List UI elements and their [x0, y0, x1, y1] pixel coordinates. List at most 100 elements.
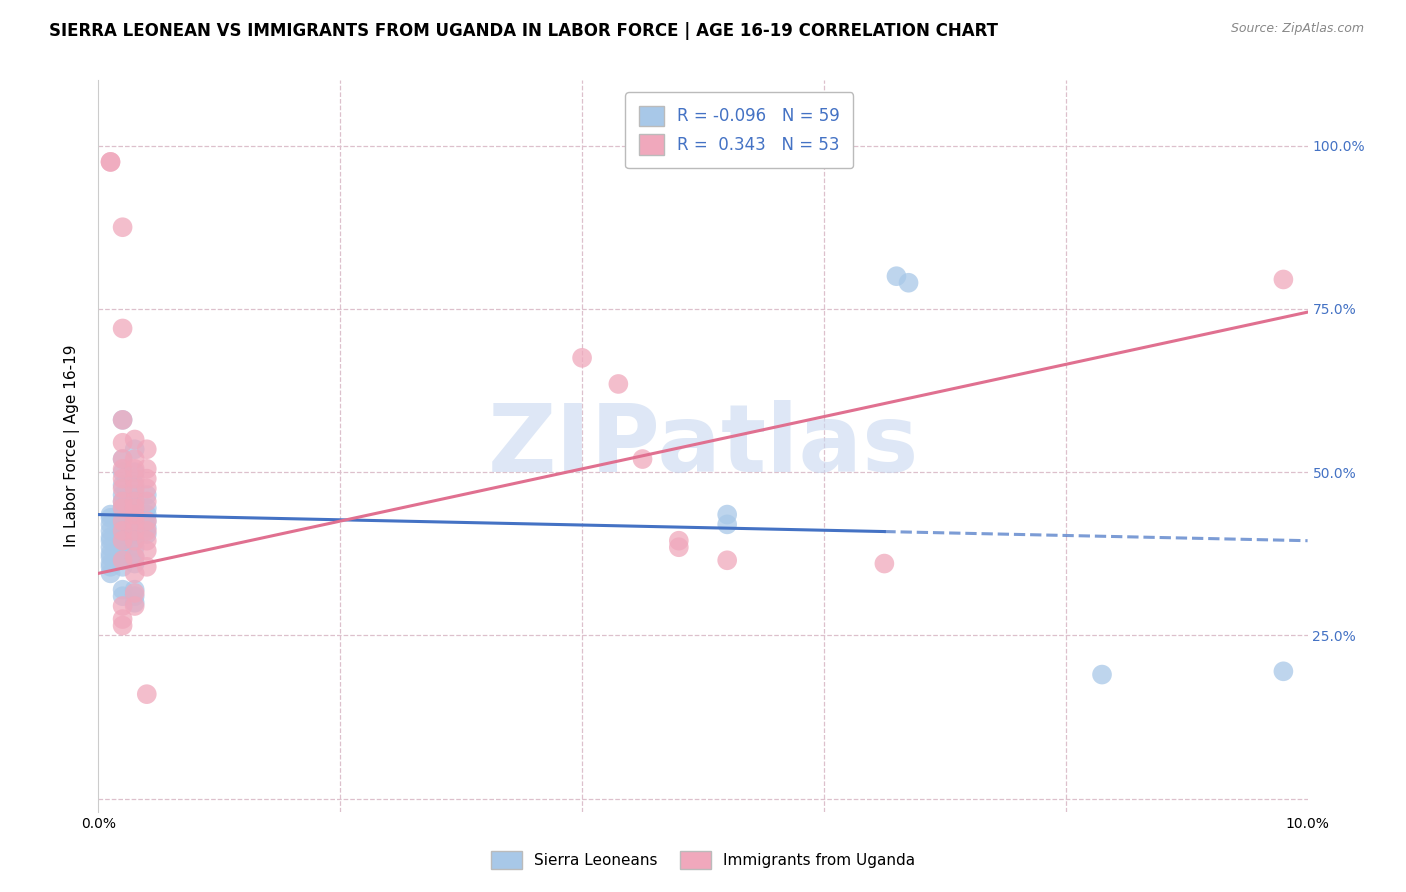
Text: ZIPatlas: ZIPatlas	[488, 400, 918, 492]
Point	[100, 524, 122, 538]
Legend: R = -0.096   N = 59, R =  0.343   N = 53: R = -0.096 N = 59, R = 0.343 N = 53	[626, 92, 853, 168]
Point	[111, 612, 134, 626]
Point	[124, 465, 146, 479]
Point	[111, 514, 134, 528]
Point	[111, 452, 134, 467]
Point	[124, 599, 146, 613]
Point	[100, 533, 122, 548]
Point	[124, 478, 146, 492]
Point	[124, 527, 146, 541]
Point	[135, 559, 157, 574]
Point	[124, 540, 146, 554]
Point	[111, 435, 134, 450]
Point	[111, 501, 134, 516]
Point	[124, 494, 146, 508]
Point	[100, 559, 122, 574]
Point	[897, 276, 920, 290]
Point	[135, 521, 157, 535]
Point	[111, 482, 134, 496]
Point	[111, 321, 134, 335]
Point	[100, 155, 122, 169]
Point	[111, 547, 134, 561]
Point	[124, 549, 146, 564]
Point	[111, 478, 134, 492]
Point	[716, 517, 738, 532]
Point	[111, 533, 134, 548]
Point	[1091, 667, 1114, 681]
Point	[111, 220, 134, 235]
Point	[111, 472, 134, 486]
Point	[886, 269, 908, 284]
Point	[135, 527, 157, 541]
Point	[124, 433, 146, 447]
Point	[135, 501, 157, 516]
Point	[124, 452, 146, 467]
Point	[124, 596, 146, 610]
Point	[111, 524, 134, 538]
Point	[135, 442, 157, 457]
Point	[124, 501, 146, 516]
Point	[124, 508, 146, 522]
Point	[111, 462, 134, 476]
Point	[873, 557, 896, 571]
Point	[111, 488, 134, 502]
Point	[124, 533, 146, 548]
Point	[135, 488, 157, 502]
Point	[571, 351, 593, 365]
Point	[124, 514, 146, 528]
Point	[100, 557, 122, 571]
Y-axis label: In Labor Force | Age 16-19: In Labor Force | Age 16-19	[63, 344, 80, 548]
Point	[124, 442, 146, 457]
Legend: Sierra Leoneans, Immigrants from Uganda: Sierra Leoneans, Immigrants from Uganda	[485, 845, 921, 875]
Point	[111, 413, 134, 427]
Point	[124, 533, 146, 548]
Point	[111, 533, 134, 548]
Text: Source: ZipAtlas.com: Source: ZipAtlas.com	[1230, 22, 1364, 36]
Point	[111, 589, 134, 603]
Point	[135, 543, 157, 558]
Point	[124, 488, 146, 502]
Point	[111, 521, 134, 535]
Point	[124, 521, 146, 535]
Point	[124, 566, 146, 581]
Point	[111, 553, 134, 567]
Point	[111, 508, 134, 522]
Point	[631, 452, 654, 467]
Point	[100, 547, 122, 561]
Point	[124, 472, 146, 486]
Point	[100, 530, 122, 544]
Point	[135, 514, 157, 528]
Point	[111, 540, 134, 554]
Point	[1272, 665, 1295, 679]
Point	[124, 482, 146, 496]
Point	[100, 540, 122, 554]
Point	[111, 553, 134, 567]
Point	[135, 508, 157, 522]
Point	[111, 527, 134, 541]
Point	[111, 494, 134, 508]
Point	[111, 514, 134, 528]
Point	[1272, 272, 1295, 286]
Point	[100, 517, 122, 532]
Point	[135, 472, 157, 486]
Point	[111, 618, 134, 632]
Point	[111, 465, 134, 479]
Point	[111, 599, 134, 613]
Point	[111, 452, 134, 467]
Point	[716, 508, 738, 522]
Point	[124, 586, 146, 600]
Point	[135, 514, 157, 528]
Point	[135, 462, 157, 476]
Point	[111, 582, 134, 597]
Point	[607, 376, 630, 391]
Point	[111, 501, 134, 516]
Point	[100, 566, 122, 581]
Point	[124, 508, 146, 522]
Point	[124, 582, 146, 597]
Point	[135, 482, 157, 496]
Point	[135, 494, 157, 508]
Point	[100, 549, 122, 564]
Point	[111, 494, 134, 508]
Point	[135, 533, 157, 548]
Point	[124, 524, 146, 538]
